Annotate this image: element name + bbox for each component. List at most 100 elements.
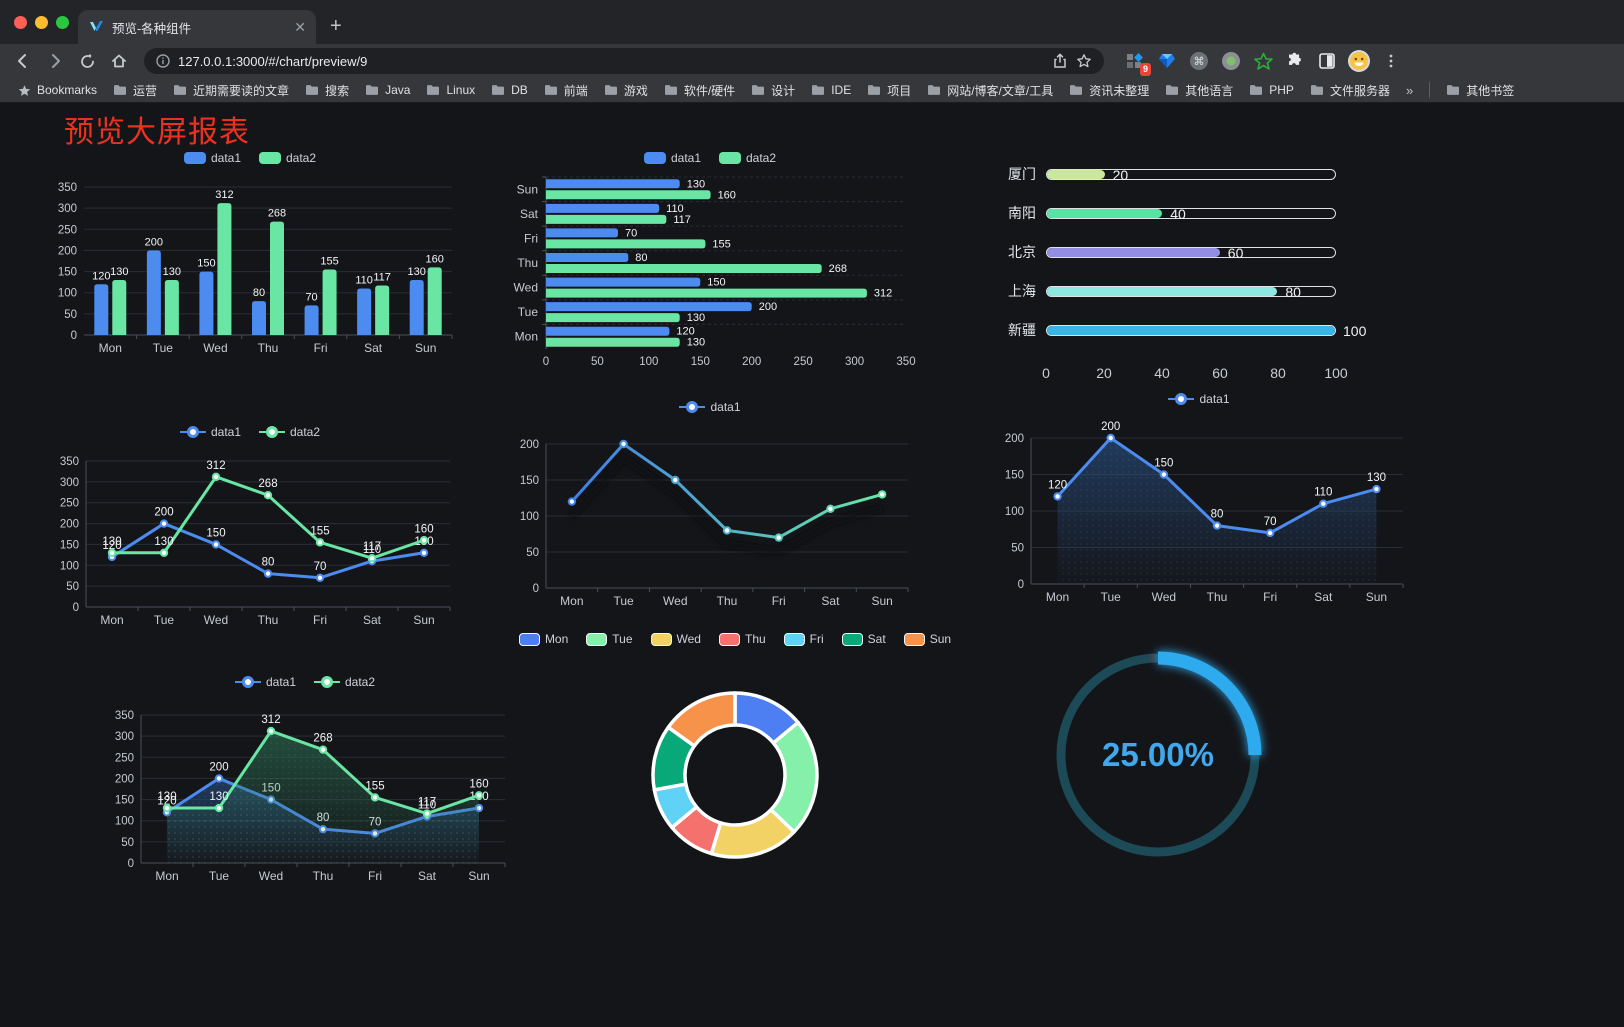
bookmarks-overflow-chevron[interactable]: » bbox=[1405, 82, 1414, 98]
legend-item[interactable]: data2 bbox=[259, 151, 316, 165]
bookmark-item[interactable]: 游戏 bbox=[598, 80, 654, 101]
zoom-window-button[interactable] bbox=[56, 16, 69, 29]
legend-item[interactable]: Tue bbox=[586, 632, 633, 646]
bookmark-item[interactable]: 网站/博客/文章/工具 bbox=[921, 80, 1059, 101]
new-tab-button[interactable]: + bbox=[330, 15, 342, 37]
legend-item[interactable]: Fri bbox=[783, 632, 824, 646]
legend-item[interactable]: data1 bbox=[183, 151, 241, 165]
bookmark-item[interactable]: DB bbox=[485, 81, 534, 99]
chart-line-two[interactable]: data1 data2 0 50 100 150 200 250 300 350 Mon Tue Wed… bbox=[40, 421, 460, 645]
legend-item[interactable]: data2 bbox=[314, 675, 375, 689]
extension-grid-icon[interactable]: 9 bbox=[1124, 50, 1151, 76]
chart-donut[interactable]: Mon Tue Wed Thu Fri Sat Sun bbox=[510, 628, 960, 960]
svg-text:110: 110 bbox=[363, 544, 381, 556]
bookmark-item-other[interactable]: 其他书签 bbox=[1440, 80, 1520, 101]
address-bar[interactable]: 127.0.0.1:3000/#/chart/preview/9 bbox=[144, 48, 1104, 74]
svg-text:100: 100 bbox=[1005, 506, 1024, 518]
capsule-fill bbox=[1047, 286, 1278, 296]
bookmark-item[interactable]: 搜索 bbox=[299, 80, 355, 101]
bookmark-item[interactable]: 近期需要读的文章 bbox=[167, 80, 295, 101]
bookmark-item[interactable]: PHP bbox=[1243, 81, 1300, 99]
legend-item[interactable]: Wed bbox=[650, 632, 701, 646]
chart-bar-grouped[interactable]: data1 data2 0 50 100 150 200 250 300 350 Mon Tue Wed… bbox=[40, 147, 460, 369]
chart-line-area-one[interactable]: data1 0 50 100 150 200 Mon Tue Wed Thu Fri Sat Sun 12… bbox=[983, 388, 1415, 624]
home-button[interactable] bbox=[106, 48, 132, 74]
chart-line-area-two[interactable]: data1 data2 0 50 100 150 200 250 300 350 Mon Tue Wed… bbox=[95, 671, 515, 910]
legend-item[interactable]: Mon bbox=[518, 632, 568, 646]
capsule-row[interactable]: 新疆 100 bbox=[990, 322, 1366, 339]
bookmark-item[interactable]: Linux bbox=[420, 81, 481, 99]
bookmark-item[interactable]: 资讯未整理 bbox=[1063, 80, 1155, 101]
svg-text:120: 120 bbox=[157, 795, 176, 807]
chart-bar-horizontal[interactable]: data1 data2 Sun Sat Fri Thu Wed Tue Mon 0 50 100 150… bbox=[500, 147, 920, 381]
gauge-chart-canvas[interactable]: 25.00% bbox=[1040, 638, 1320, 958]
extension-diamond-icon[interactable] bbox=[1156, 50, 1178, 72]
reload-button[interactable] bbox=[74, 48, 100, 74]
line-chart-canvas[interactable]: 0 50 100 150 200 250 300 350 Mon Tue Wed Thu Fri Sat S… bbox=[95, 693, 515, 910]
site-info-icon[interactable] bbox=[156, 54, 170, 68]
capsule-row[interactable]: 厦门 20 bbox=[990, 166, 1336, 183]
capsule-row[interactable]: 上海 80 bbox=[990, 283, 1336, 300]
svg-text:312: 312 bbox=[206, 460, 225, 472]
url-text[interactable]: 127.0.0.1:3000/#/chart/preview/9 bbox=[178, 53, 368, 69]
line-chart-canvas[interactable]: 0 50 100 150 200 Mon Tue Wed Thu Fri Sat Sun bbox=[500, 418, 920, 625]
bookmark-item[interactable]: 其他语言 bbox=[1159, 80, 1239, 101]
bookmark-item[interactable]: 项目 bbox=[861, 80, 917, 101]
bookmark-item[interactable]: 前端 bbox=[538, 80, 594, 101]
legend-item[interactable]: data2 bbox=[719, 151, 776, 165]
legend-item[interactable]: data1 bbox=[643, 151, 701, 165]
extension-record-icon[interactable] bbox=[1220, 50, 1242, 72]
legend-item[interactable]: data1 bbox=[179, 425, 241, 439]
bookmark-item[interactable]: 软件/硬件 bbox=[658, 80, 741, 101]
chart-line-gradient[interactable]: data1 0 50 100 150 200 Mon Tue Wed Thu Fri Sat Sun bbox=[500, 396, 920, 625]
menu-kebab-icon[interactable] bbox=[1380, 50, 1402, 72]
legend-item[interactable]: Thu bbox=[718, 632, 766, 646]
back-button[interactable] bbox=[10, 48, 36, 74]
svg-text:150: 150 bbox=[197, 258, 215, 270]
legend-swatch-icon bbox=[259, 152, 281, 164]
chart-capsule[interactable]: 厦门 20 南阳 40 北京 60 上海 80 新疆 100 0 20 40 60 80 100 bbox=[990, 153, 1410, 443]
close-window-button[interactable] bbox=[14, 16, 27, 29]
extensions-puzzle-icon[interactable] bbox=[1284, 50, 1306, 72]
bookmark-label: 项目 bbox=[887, 83, 912, 98]
bookmark-item[interactable]: IDE bbox=[805, 81, 857, 99]
line-chart-canvas[interactable]: 0 50 100 150 200 Mon Tue Wed Thu Fri Sat Sun 120 200 1… bbox=[983, 410, 1415, 624]
legend-item[interactable]: Sat bbox=[841, 632, 886, 646]
forward-button[interactable] bbox=[42, 48, 68, 74]
profile-avatar[interactable] bbox=[1348, 50, 1370, 72]
bookmark-item[interactable]: 运营 bbox=[107, 80, 163, 101]
line-chart-canvas[interactable]: 0 50 100 150 200 250 300 350 Mon Tue Wed Thu Fri Sat S… bbox=[40, 443, 460, 645]
chart-gauge[interactable]: 25.00% bbox=[1040, 638, 1320, 958]
bookmark-item-bookmarks[interactable]: Bookmarks bbox=[12, 81, 103, 99]
legend-item[interactable]: data1 bbox=[1168, 392, 1230, 406]
legend-item[interactable]: data2 bbox=[259, 425, 320, 439]
bookmark-item[interactable]: Java bbox=[359, 81, 416, 99]
horizontal-bar-chart-canvas[interactable]: Sun Sat Fri Thu Wed Tue Mon 0 50 100 150 200 250 300 3… bbox=[500, 169, 920, 381]
bookmark-star-icon[interactable] bbox=[1076, 53, 1092, 69]
svg-text:312: 312 bbox=[215, 189, 233, 201]
donut-chart-canvas[interactable] bbox=[510, 650, 960, 960]
svg-text:130: 130 bbox=[687, 337, 705, 349]
legend-item[interactable]: data1 bbox=[679, 400, 741, 414]
bookmark-label: 软件/硬件 bbox=[683, 83, 736, 98]
legend-label: data2 bbox=[290, 425, 321, 439]
svg-text:200: 200 bbox=[759, 301, 777, 313]
svg-text:100: 100 bbox=[639, 356, 658, 368]
extension-command-icon[interactable]: ⌘ bbox=[1188, 50, 1210, 72]
reader-mode-icon[interactable] bbox=[1316, 50, 1338, 72]
legend-swatch-icon bbox=[179, 426, 206, 438]
minimize-window-button[interactable] bbox=[35, 16, 48, 29]
capsule-row[interactable]: 北京 60 bbox=[990, 244, 1336, 261]
legend-label: data2 bbox=[746, 151, 777, 165]
bookmark-label: 运营 bbox=[133, 83, 158, 98]
share-icon[interactable] bbox=[1052, 53, 1068, 69]
browser-tab[interactable]: 预览-各种组件 ✕ bbox=[78, 10, 316, 44]
bar-chart-canvas[interactable]: 0 50 100 150 200 250 300 350 Mon Tue Wed Thu Fri Sat S… bbox=[40, 169, 460, 369]
legend-item[interactable]: Sun bbox=[903, 632, 951, 646]
capsule-row[interactable]: 南阳 40 bbox=[990, 205, 1336, 222]
bookmark-item[interactable]: 设计 bbox=[745, 80, 801, 101]
bookmark-item[interactable]: 文件服务器 bbox=[1304, 80, 1396, 101]
legend-item[interactable]: data1 bbox=[234, 675, 296, 689]
tab-close-icon[interactable]: ✕ bbox=[294, 18, 306, 35]
extension-star-icon[interactable] bbox=[1252, 50, 1274, 72]
